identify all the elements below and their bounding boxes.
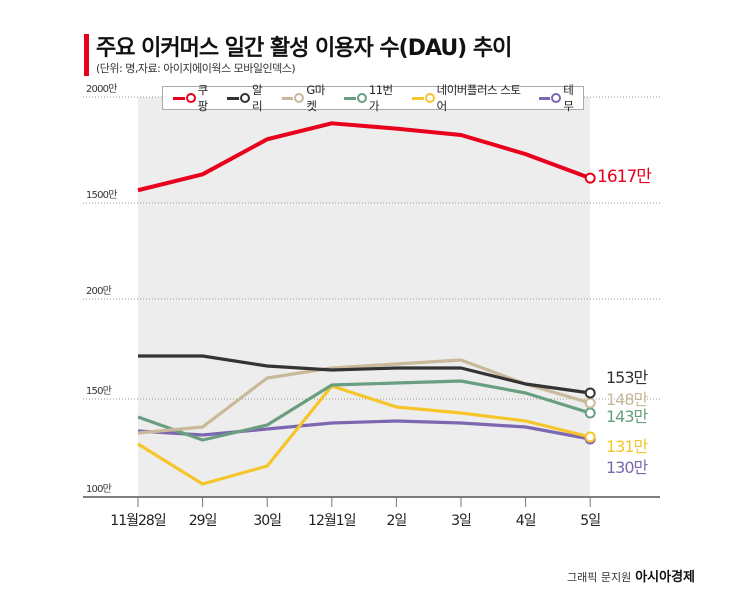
credit: 그래픽 문지원 아시아경제 bbox=[567, 566, 695, 585]
legend-line-icon bbox=[281, 96, 294, 100]
x-tick-label: 29일 bbox=[189, 513, 217, 529]
x-tick-label: 11월28일 bbox=[110, 513, 166, 529]
legend-label: 쿠팡 bbox=[197, 83, 209, 113]
series-line-알리 bbox=[138, 354, 591, 395]
legend-item: 11번가 bbox=[344, 82, 402, 114]
legend: 쿠팡 알리 G마켓 11번가 네이버플러스 스토어 테무 bbox=[162, 83, 584, 113]
end-value-label: 1617만 bbox=[597, 167, 652, 187]
series-line-테무 bbox=[137, 419, 591, 441]
legend-label: 네이버플러스 스토어 bbox=[436, 83, 521, 113]
legend-marker-icon bbox=[240, 93, 250, 103]
series-line-11번가 bbox=[137, 379, 591, 442]
legend-label: 알리 bbox=[251, 83, 263, 113]
legend-line-icon bbox=[344, 96, 357, 100]
end-value-label: 131만 bbox=[606, 437, 649, 456]
y-tick-label: 100만 bbox=[86, 483, 112, 495]
x-tick-label: 30일 bbox=[253, 513, 281, 529]
legend-label: 11번가 bbox=[368, 83, 393, 113]
legend-marker-icon bbox=[185, 93, 196, 103]
legend-line-icon bbox=[227, 96, 240, 100]
y-tick-label: 150만 bbox=[86, 385, 112, 397]
legend-item: G마켓 bbox=[281, 82, 335, 114]
end-value-label: 130만 bbox=[606, 458, 649, 477]
legend-label: G마켓 bbox=[306, 83, 325, 113]
x-tick-label: 3일 bbox=[451, 513, 471, 529]
legend-line-icon bbox=[538, 96, 551, 100]
end-value-label: 153만 bbox=[606, 368, 649, 387]
legend-line-icon bbox=[412, 96, 424, 100]
series-line-네이버플러스 스토어 bbox=[137, 384, 591, 486]
plot-background bbox=[138, 97, 590, 497]
x-tick-label: 5일 bbox=[580, 513, 600, 529]
x-tick-label: 4일 bbox=[516, 513, 536, 529]
end-value-label: 148만 bbox=[606, 390, 649, 409]
brand-logo: 아시아경제 bbox=[635, 570, 695, 585]
y-tick-label: 1500만 bbox=[86, 189, 117, 201]
chart-title: 주요 이커머스 일간 활성 이용자 수(DAU) 추이 bbox=[96, 36, 512, 61]
x-tick-label: 12월1일 bbox=[308, 513, 356, 529]
end-value-label: 143만 bbox=[606, 407, 649, 426]
legend-item: 쿠팡 bbox=[173, 82, 217, 114]
legend-marker-icon bbox=[357, 93, 367, 103]
credit-text: 그래픽 문지원 bbox=[566, 571, 632, 584]
end-point-marker bbox=[584, 397, 596, 409]
end-point-marker bbox=[584, 431, 596, 443]
series-line-쿠팡 bbox=[137, 121, 591, 193]
title-accent-bar bbox=[84, 34, 89, 76]
legend-marker-icon bbox=[294, 93, 305, 103]
legend-marker-icon bbox=[551, 93, 562, 103]
legend-item: 알리 bbox=[227, 82, 271, 114]
legend-marker-icon bbox=[424, 93, 435, 103]
end-point-marker bbox=[584, 387, 596, 399]
legend-label: 테무 bbox=[563, 83, 574, 113]
end-point-marker bbox=[584, 407, 596, 419]
legend-item: 테무 bbox=[538, 82, 583, 114]
y-tick-label: 200만 bbox=[86, 285, 112, 297]
end-point-marker bbox=[584, 172, 596, 184]
legend-line-icon bbox=[173, 96, 185, 100]
x-tick-label: 2일 bbox=[387, 513, 407, 529]
legend-item: 네이버플러스 스토어 bbox=[412, 82, 529, 114]
y-tick-label: 2000만 bbox=[86, 83, 117, 95]
chart-subtitle: (단위: 명,자료: 아이지에이웍스 모바일인덱스) bbox=[96, 62, 296, 75]
